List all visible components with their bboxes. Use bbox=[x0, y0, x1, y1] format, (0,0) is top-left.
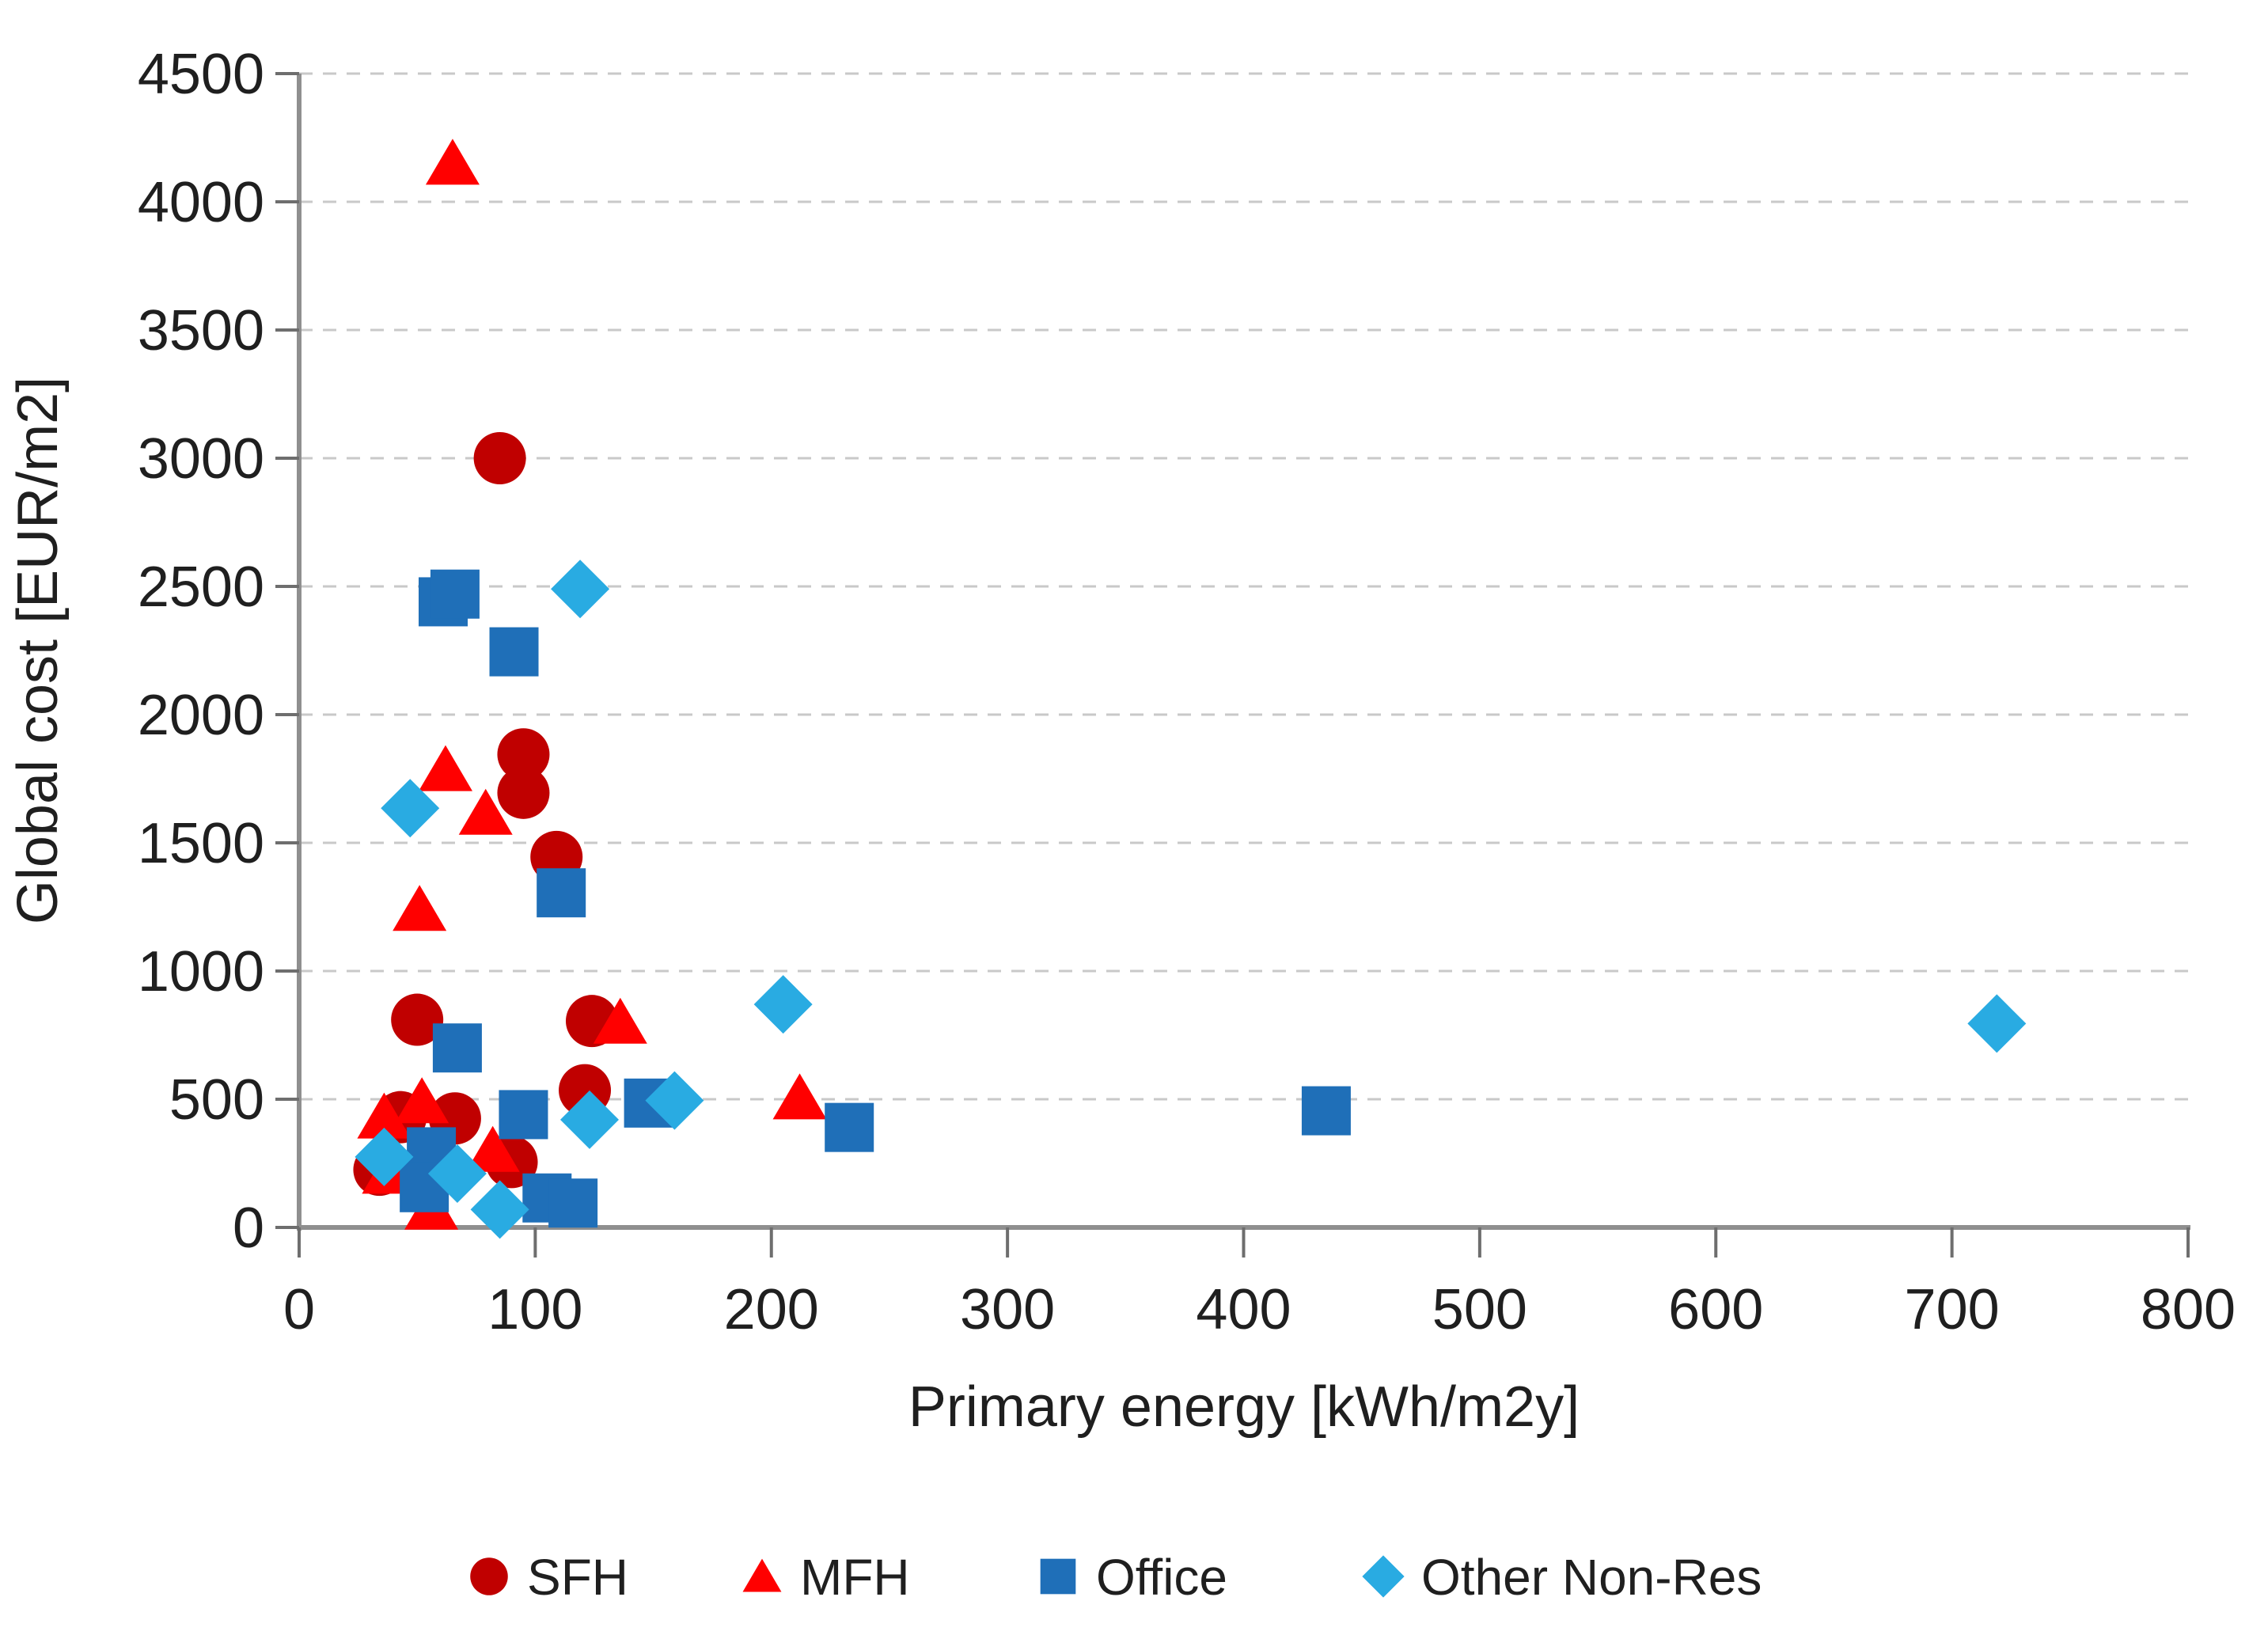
x-tick-label-600: 600 bbox=[1668, 1278, 1763, 1341]
x-tick-label-200: 200 bbox=[724, 1278, 819, 1341]
legend-diamond-icon bbox=[1362, 1555, 1405, 1598]
data-point-mfh bbox=[458, 788, 513, 835]
legend-item-other-non-res: Other Non-Res bbox=[1362, 1549, 1762, 1606]
data-point-mfh bbox=[425, 138, 480, 185]
legend: SFH MFH Office Other Non-Res bbox=[470, 1549, 1762, 1606]
data-point-other-non-res bbox=[427, 1144, 487, 1203]
x-axis-title: Primary energy [kWh/m2y] bbox=[908, 1375, 1580, 1439]
data-point-office bbox=[489, 627, 539, 677]
data-point-other-non-res bbox=[753, 975, 813, 1034]
axis-tick-marks bbox=[275, 72, 2190, 1258]
data-point-mfh bbox=[393, 885, 447, 931]
data-point-other-non-res bbox=[1967, 994, 2027, 1053]
y-tick-label-1000: 1000 bbox=[138, 940, 264, 1003]
y-tick-label-0: 0 bbox=[233, 1197, 264, 1260]
x-axis-tick-labels: 0 100 200 300 400 500 600 700 800 bbox=[283, 1278, 2236, 1341]
data-point-office bbox=[432, 1023, 482, 1073]
data-point-other-non-res bbox=[381, 779, 440, 838]
legend-item-sfh: SFH bbox=[470, 1549, 628, 1606]
axes bbox=[297, 74, 2190, 1231]
legend-label: MFH bbox=[800, 1549, 910, 1606]
legend-item-office: Office bbox=[1040, 1549, 1227, 1606]
data-point-office bbox=[499, 1090, 548, 1140]
x-tick-label-0: 0 bbox=[283, 1278, 315, 1341]
data-point-sfh bbox=[473, 432, 526, 484]
data-point-sfh bbox=[391, 993, 444, 1046]
legend-label: SFH bbox=[527, 1549, 628, 1606]
legend-square-icon bbox=[1040, 1558, 1076, 1595]
x-tick-label-100: 100 bbox=[487, 1278, 582, 1341]
data-point-other-non-res bbox=[551, 560, 610, 619]
legend-label: Office bbox=[1096, 1549, 1227, 1606]
data-point-other-non-res bbox=[645, 1071, 704, 1130]
data-point-other-non-res bbox=[470, 1180, 529, 1239]
x-tick-label-500: 500 bbox=[1432, 1278, 1527, 1341]
y-tick-label-4000: 4000 bbox=[138, 171, 264, 234]
data-point-office bbox=[548, 1178, 598, 1228]
legend-triangle-icon bbox=[742, 1558, 782, 1592]
series-office bbox=[400, 569, 1351, 1228]
data-point-sfh bbox=[497, 728, 550, 781]
data-point-mfh bbox=[772, 1073, 827, 1120]
y-axis-title: Global cost [EUR/m2] bbox=[6, 377, 70, 924]
data-point-mfh bbox=[593, 997, 647, 1044]
legend-label: Other Non-Res bbox=[1421, 1549, 1762, 1606]
data-point-office bbox=[430, 569, 480, 619]
y-tick-label-1500: 1500 bbox=[138, 812, 264, 875]
data-point-sfh bbox=[497, 766, 550, 819]
data-point-office bbox=[1301, 1086, 1351, 1136]
gridlines bbox=[299, 72, 2188, 1101]
y-tick-label-3000: 3000 bbox=[138, 427, 264, 491]
x-tick-label-300: 300 bbox=[960, 1278, 1055, 1341]
data-point-office bbox=[825, 1102, 874, 1152]
series-other-non-res bbox=[355, 560, 2027, 1239]
data-point-office bbox=[537, 868, 586, 918]
y-tick-label-500: 500 bbox=[169, 1068, 264, 1132]
data-point-other-non-res bbox=[560, 1090, 620, 1149]
legend-circle-icon bbox=[470, 1557, 508, 1595]
data-point-mfh bbox=[357, 1092, 412, 1139]
x-tick-label-800: 800 bbox=[2141, 1278, 2236, 1341]
data-point-mfh bbox=[418, 745, 472, 791]
y-tick-label-2500: 2500 bbox=[138, 556, 264, 619]
y-axis-tick-labels: 0 500 1000 1500 2000 2500 3000 3500 4000 4500 bbox=[138, 43, 264, 1260]
data-point-mfh bbox=[395, 1077, 449, 1124]
data-point-other-non-res bbox=[355, 1127, 414, 1186]
legend-item-mfh: MFH bbox=[742, 1549, 910, 1606]
y-tick-label-2000: 2000 bbox=[138, 684, 264, 747]
x-tick-label-700: 700 bbox=[1905, 1278, 2000, 1341]
x-tick-label-400: 400 bbox=[1196, 1278, 1291, 1341]
data-point-mfh bbox=[465, 1125, 520, 1172]
data-points bbox=[353, 138, 2027, 1239]
y-tick-label-3500: 3500 bbox=[138, 299, 264, 362]
y-tick-label-4500: 4500 bbox=[138, 43, 264, 106]
